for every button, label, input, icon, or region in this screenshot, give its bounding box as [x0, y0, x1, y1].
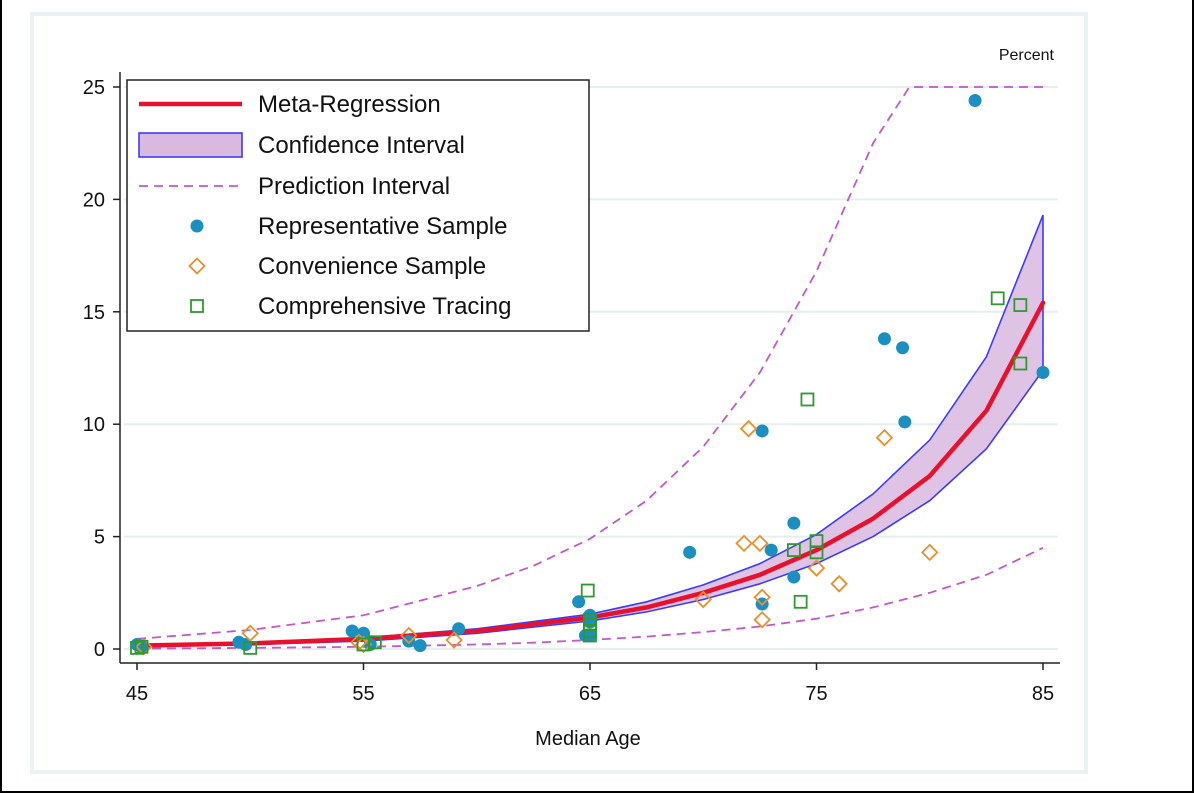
convenience-sample-point [753, 611, 771, 629]
representative-sample-point [896, 341, 910, 355]
comprehensive-tracing-point [130, 640, 144, 655]
legend-symbol-convenience-sample [188, 257, 206, 275]
convenience-sample-point [241, 624, 260, 643]
y-tick-label: 25 [83, 77, 105, 99]
x-tick-label: 55 [352, 683, 374, 705]
convenience-sample-point [753, 588, 771, 607]
x-tick-label: 75 [805, 683, 827, 705]
comprehensive-tracing-point [786, 543, 801, 557]
comprehensive-tracing-point [800, 392, 815, 407]
legend-label: Prediction Interval [258, 173, 450, 200]
convenience-sample-point [751, 534, 769, 553]
comprehensive-tracing-point [1013, 298, 1028, 312]
y-tick-label: 15 [83, 302, 105, 324]
legend-label: Meta-Regression [258, 91, 441, 118]
representative-sample-point [345, 624, 359, 638]
x-tick-label: 85 [1032, 683, 1054, 705]
prediction-interval-upper [136, 86, 1043, 640]
convenience-sample-point [875, 428, 894, 447]
y-tick-label: 0 [94, 639, 105, 661]
convenience-sample-point [739, 419, 758, 438]
legend-label: Representative Sample [258, 213, 507, 240]
comprehensive-tracing-point [134, 639, 149, 654]
representative-sample-point [787, 570, 801, 584]
comprehensive-tracing-point [793, 594, 808, 609]
convenience-sample-point [830, 575, 848, 593]
y-tick-label: 10 [83, 414, 105, 436]
representative-sample-point [572, 595, 586, 609]
x-tick-label: 45 [126, 683, 148, 705]
representative-sample-point [452, 622, 466, 636]
legend-label: Confidence Interval [258, 132, 465, 159]
comprehensive-tracing-point [580, 583, 595, 598]
representative-sample-point [764, 543, 778, 557]
representative-sample-point [787, 516, 801, 530]
convenience-sample-point [920, 543, 939, 562]
convenience-sample-point [807, 559, 826, 577]
prediction-interval-lower [136, 546, 1044, 650]
convenience-sample-point [445, 631, 463, 649]
legend-box [126, 79, 590, 332]
x-tick-label: 65 [579, 683, 601, 705]
representative-sample-point [402, 634, 416, 648]
representative-sample-point [1036, 365, 1050, 379]
y-tick-label: 5 [94, 527, 105, 549]
convenience-sample-point [735, 534, 753, 553]
legend-symbol-confidence-interval [138, 132, 243, 158]
legend-label: Comprehensive Tracing [258, 293, 511, 320]
y-tick-label: 20 [83, 189, 105, 211]
representative-sample-point [583, 629, 597, 643]
legend-label: Convenience Sample [258, 253, 486, 280]
representative-sample-point [683, 545, 697, 559]
comprehensive-tracing-point [583, 628, 597, 643]
representative-sample-point [755, 424, 769, 438]
comprehensive-tracing-point [367, 635, 382, 650]
representative-sample-point [898, 415, 912, 429]
legend-symbol-representative-sample [190, 219, 204, 233]
comprehensive-tracing-point [1013, 356, 1028, 371]
comprehensive-tracing-point [243, 640, 258, 655]
legend-symbol-comprehensive-tracing [190, 299, 204, 313]
data-points [130, 93, 1050, 656]
comprehensive-tracing-point [809, 545, 824, 560]
representative-sample-point [877, 332, 891, 346]
representative-sample-point [413, 639, 427, 653]
legend: Meta-Regression Confidence Interval Predic… [126, 79, 590, 332]
representative-sample-point [968, 93, 982, 107]
convenience-sample-point [694, 590, 713, 609]
convenience-sample-point [400, 626, 418, 645]
x-axis-label: Median Age [535, 728, 641, 750]
comprehensive-tracing-point [990, 291, 1005, 306]
y-axis-label: Percent [999, 47, 1055, 64]
axes: 0 5 10 15 20 25 45 55 65 75 85 [83, 72, 1060, 705]
